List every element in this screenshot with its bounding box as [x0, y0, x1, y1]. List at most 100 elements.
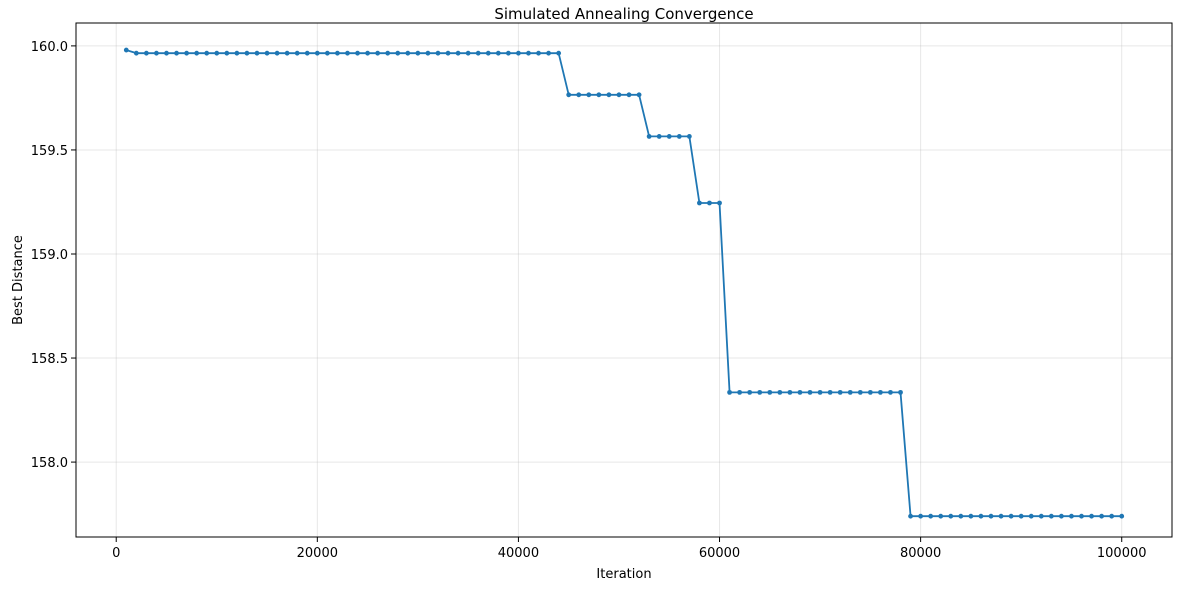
data-point — [164, 50, 169, 56]
y-tick-label: 160.0 — [31, 40, 68, 55]
data-point — [304, 50, 310, 56]
y-tick-label: 158.5 — [31, 352, 68, 367]
data-point — [1008, 513, 1014, 519]
data-point — [797, 389, 803, 395]
data-point — [435, 50, 441, 56]
data-point — [737, 389, 743, 395]
data-point — [888, 389, 893, 395]
data-point — [1119, 513, 1125, 519]
data-point — [133, 50, 139, 56]
data-point — [475, 50, 481, 56]
x-tick-label: 80000 — [900, 546, 941, 561]
data-point — [998, 513, 1004, 519]
data-point — [184, 50, 190, 56]
data-point — [1018, 513, 1024, 519]
data-point — [516, 50, 521, 56]
data-point — [314, 50, 320, 56]
data-point — [576, 92, 582, 98]
data-point — [606, 92, 612, 98]
data-point — [898, 389, 903, 395]
data-point — [1058, 513, 1064, 519]
data-point — [345, 50, 350, 56]
data-point — [807, 389, 813, 395]
data-point — [586, 92, 592, 98]
data-point — [616, 92, 622, 98]
data-point — [1038, 513, 1044, 519]
y-axis-label: Best Distance — [11, 235, 26, 325]
data-point — [1028, 513, 1034, 519]
data-point — [495, 50, 501, 56]
data-point — [697, 200, 702, 206]
plot-area — [76, 23, 1172, 537]
data-point — [958, 513, 964, 519]
x-tick-label: 40000 — [498, 546, 539, 561]
data-point — [485, 50, 491, 56]
data-point — [1079, 513, 1084, 519]
data-point — [264, 50, 270, 56]
data-point — [968, 513, 974, 519]
data-point — [676, 134, 682, 139]
data-point — [847, 389, 853, 395]
data-point — [465, 50, 471, 56]
data-point — [827, 389, 833, 395]
data-point — [284, 50, 290, 56]
data-point — [777, 389, 783, 395]
data-point — [174, 50, 179, 56]
data-point — [1109, 513, 1115, 519]
data-point — [234, 50, 240, 56]
data-point — [727, 389, 732, 395]
data-point — [666, 134, 672, 139]
data-point — [978, 513, 984, 519]
data-point — [656, 134, 662, 139]
data-point — [526, 50, 531, 56]
data-point — [837, 389, 843, 395]
x-axis-label: Iteration — [596, 567, 651, 582]
data-point — [948, 513, 954, 519]
data-point — [1069, 513, 1074, 519]
data-point — [1048, 513, 1054, 519]
data-point — [194, 50, 200, 56]
data-point — [143, 50, 149, 56]
data-point — [938, 513, 944, 519]
data-point — [546, 50, 551, 56]
data-point — [988, 513, 994, 519]
series-line — [126, 49, 1122, 518]
data-point — [324, 50, 330, 56]
data-point — [395, 50, 401, 56]
data-point — [817, 389, 823, 395]
data-point — [405, 50, 411, 56]
data-point — [274, 50, 280, 56]
data-point — [505, 50, 511, 56]
data-point — [355, 50, 360, 56]
data-point — [596, 92, 602, 98]
data-point — [857, 389, 863, 395]
grid-lines — [76, 23, 1172, 537]
data-point — [626, 92, 632, 98]
x-tick-label: 100000 — [1097, 546, 1147, 561]
x-axis-ticks: 0 20000 40000 60000 80000 100000 — [112, 537, 1147, 561]
data-point — [445, 50, 451, 56]
data-point — [747, 389, 753, 395]
data-point — [244, 50, 250, 56]
data-point — [385, 50, 391, 56]
data-point — [425, 50, 431, 56]
data-point — [335, 50, 340, 56]
data-point — [415, 50, 421, 56]
y-tick-label: 159.0 — [31, 248, 68, 263]
data-point — [646, 134, 652, 139]
data-point — [787, 389, 793, 395]
data-point — [566, 92, 572, 98]
chart-title: Simulated Annealing Convergence — [494, 5, 753, 23]
data-point — [918, 513, 924, 519]
y-tick-label: 159.5 — [31, 144, 68, 159]
data-point — [556, 50, 562, 56]
data-point — [686, 134, 692, 139]
x-tick-label: 0 — [112, 546, 120, 561]
data-point — [867, 389, 873, 395]
data-point — [636, 92, 642, 98]
data-point — [214, 50, 220, 56]
series-best-distance — [123, 47, 1125, 519]
data-point — [1089, 513, 1094, 519]
y-axis-ticks: 158.0 158.5 159.0 159.5 160.0 — [31, 40, 76, 471]
data-point — [757, 389, 763, 395]
